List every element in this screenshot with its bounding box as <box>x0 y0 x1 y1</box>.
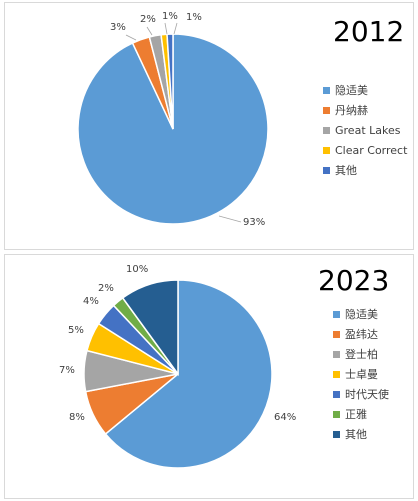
chart-panel-2012: 93% 3% 2% 1% 1% 2012 隐适美丹纳赫 Great Lakes Clear … <box>4 2 414 250</box>
data-label-2023-4: 4% <box>83 296 99 307</box>
chart-panel-2023: 64% 8% 7% 5% 4% 2% 10% 2023 隐适美盈纬达登士柏士卓曼时代天使正雅… <box>4 254 414 499</box>
legend-swatch-2023-5 <box>333 411 340 418</box>
legend-swatch-2012-1 <box>323 107 330 114</box>
pie-slice-2023-6 <box>121 279 179 377</box>
legend-2023: 隐适美盈纬达登士柏士卓曼时代天使正雅其他 <box>333 308 413 458</box>
data-label-2023-0: 64% <box>274 412 296 423</box>
leader-line-2012-0 <box>218 215 242 223</box>
legend-swatch-2023-6 <box>333 431 340 438</box>
data-label-2023-2: 7% <box>59 365 75 376</box>
data-label-2023-6: 10% <box>126 264 148 275</box>
leader-line-2012-1 <box>125 34 137 41</box>
legend-label-2012-0: 隐适美 <box>335 84 368 97</box>
leader-line-2012-3 <box>164 22 168 35</box>
chart-title-2012: 2012 <box>333 15 405 48</box>
legend-label-2012-1: 丹纳赫 <box>335 104 368 117</box>
pie-chart-2023: 64% 8% 7% 5% 4% 2% 10% <box>59 264 296 469</box>
legend-label-2012-3: Clear Correct <box>335 144 408 157</box>
legend-swatch-2023-3 <box>333 371 340 378</box>
chart-title-2023: 2023 <box>318 264 390 297</box>
legend-label-2012-4: 其他 <box>335 164 357 177</box>
data-label-2023-1: 8% <box>69 412 85 423</box>
pie-chart-2012: 93% 3% 2% 1% 1% <box>77 11 269 228</box>
legend-swatch-2023-0 <box>333 311 340 318</box>
legend-label-2023-4: 时代天使 <box>345 388 389 401</box>
legend-swatch-2012-3 <box>323 147 330 154</box>
legend-swatch-2023-4 <box>333 391 340 398</box>
legend-swatch-2012-2 <box>323 127 330 134</box>
legend-swatch-2023-1 <box>333 331 340 338</box>
legend-label-2023-3: 士卓曼 <box>345 368 378 381</box>
legend-swatch-2012-4 <box>323 167 330 174</box>
legend-swatch-2012-0 <box>323 87 330 94</box>
data-label-2012-4: 1% <box>186 12 202 23</box>
legend-label-2023-2: 登士柏 <box>345 348 378 361</box>
pie-slice-2012-4 <box>166 33 174 130</box>
pie-slice-2023-0 <box>104 279 273 469</box>
legend-label-2023-1: 盈纬达 <box>345 328 378 341</box>
legend-label-2023-0: 隐适美 <box>345 308 378 321</box>
legend-label-2023-5: 正雅 <box>345 408 367 421</box>
leader-line-2012-2 <box>146 26 153 36</box>
data-label-2023-3: 5% <box>68 325 84 336</box>
data-label-2023-5: 2% <box>98 283 114 294</box>
legend-label-2012-2: Great Lakes <box>335 124 401 137</box>
legend-swatch-2023-2 <box>333 351 340 358</box>
data-label-2012-1: 3% <box>110 22 126 33</box>
legend-2012: 隐适美丹纳赫 Great Lakes Clear Correct 其他 <box>323 84 413 194</box>
legend-label-2023-6: 其他 <box>345 428 367 441</box>
leader-line-2012-4 <box>173 22 178 35</box>
data-label-2012-0: 93% <box>243 217 265 228</box>
data-label-2012-3: 1% <box>162 11 178 22</box>
data-label-2012-2: 2% <box>140 14 156 25</box>
